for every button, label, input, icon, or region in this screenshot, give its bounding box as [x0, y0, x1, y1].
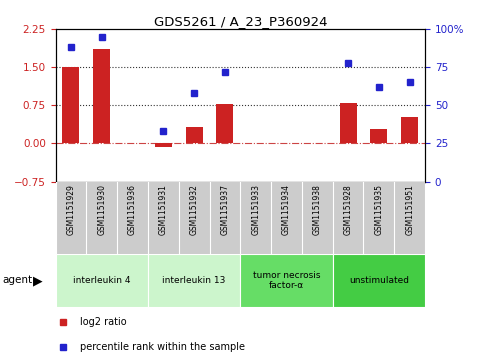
- Text: GSM1151929: GSM1151929: [67, 184, 75, 235]
- Text: agent: agent: [2, 276, 32, 285]
- Text: GSM1151930: GSM1151930: [97, 184, 106, 235]
- Text: GSM1151951: GSM1151951: [405, 184, 414, 235]
- Bar: [216, 104, 233, 143]
- Text: GSM1151933: GSM1151933: [251, 184, 260, 235]
- Text: GSM1151931: GSM1151931: [159, 184, 168, 235]
- Title: GDS5261 / A_23_P360924: GDS5261 / A_23_P360924: [154, 15, 327, 28]
- Text: interleukin 13: interleukin 13: [162, 276, 226, 285]
- Text: GSM1151937: GSM1151937: [220, 184, 229, 235]
- Text: GSM1151932: GSM1151932: [190, 184, 199, 235]
- Bar: [56, 254, 148, 307]
- Text: GSM1151934: GSM1151934: [282, 184, 291, 235]
- Bar: [155, 143, 172, 147]
- Bar: [240, 254, 333, 307]
- Text: percentile rank within the sample: percentile rank within the sample: [80, 342, 244, 352]
- Bar: [185, 127, 202, 143]
- Text: GSM1151935: GSM1151935: [374, 184, 384, 235]
- Text: tumor necrosis
factor-α: tumor necrosis factor-α: [253, 271, 320, 290]
- Text: GSM1151936: GSM1151936: [128, 184, 137, 235]
- Bar: [401, 117, 418, 143]
- Text: GSM1151928: GSM1151928: [343, 184, 353, 235]
- Bar: [370, 129, 387, 143]
- Text: GSM1151938: GSM1151938: [313, 184, 322, 235]
- Bar: [340, 103, 356, 143]
- Bar: [148, 254, 241, 307]
- Bar: [62, 67, 79, 143]
- Bar: [93, 49, 110, 143]
- Text: interleukin 4: interleukin 4: [73, 276, 130, 285]
- Text: log2 ratio: log2 ratio: [80, 318, 126, 327]
- Text: unstimulated: unstimulated: [349, 276, 409, 285]
- Bar: [333, 254, 425, 307]
- Text: ▶: ▶: [33, 274, 43, 287]
